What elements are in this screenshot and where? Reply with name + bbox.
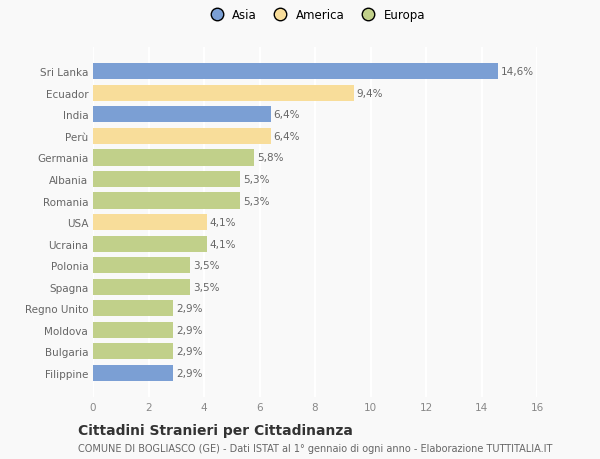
Bar [93,85,354,102]
Bar [93,193,240,209]
Text: 14,6%: 14,6% [501,67,534,77]
Bar [93,279,190,295]
Text: Cittadini Stranieri per Cittadinanza: Cittadini Stranieri per Cittadinanza [78,423,353,437]
Bar [93,301,173,317]
Bar [93,129,271,145]
Bar [93,64,498,80]
Text: 9,4%: 9,4% [356,89,383,99]
Bar [93,236,207,252]
Bar [93,257,190,274]
Text: 5,8%: 5,8% [257,153,283,163]
Bar [93,343,173,360]
Text: 2,9%: 2,9% [176,303,203,313]
Text: 5,3%: 5,3% [243,174,269,185]
Legend: Asia, America, Europa: Asia, America, Europa [205,9,425,22]
Bar [93,107,271,123]
Bar [93,214,207,231]
Text: COMUNE DI BOGLIASCO (GE) - Dati ISTAT al 1° gennaio di ogni anno - Elaborazione : COMUNE DI BOGLIASCO (GE) - Dati ISTAT al… [78,443,553,453]
Text: 5,3%: 5,3% [243,196,269,206]
Text: 3,5%: 3,5% [193,261,220,271]
Text: 3,5%: 3,5% [193,282,220,292]
Bar [93,365,173,381]
Bar [93,172,240,188]
Bar [93,322,173,338]
Text: 6,4%: 6,4% [274,132,300,142]
Text: 6,4%: 6,4% [274,110,300,120]
Text: 4,1%: 4,1% [209,239,236,249]
Text: 2,9%: 2,9% [176,368,203,378]
Text: 4,1%: 4,1% [209,218,236,228]
Bar [93,150,254,166]
Text: 2,9%: 2,9% [176,347,203,357]
Text: 2,9%: 2,9% [176,325,203,335]
